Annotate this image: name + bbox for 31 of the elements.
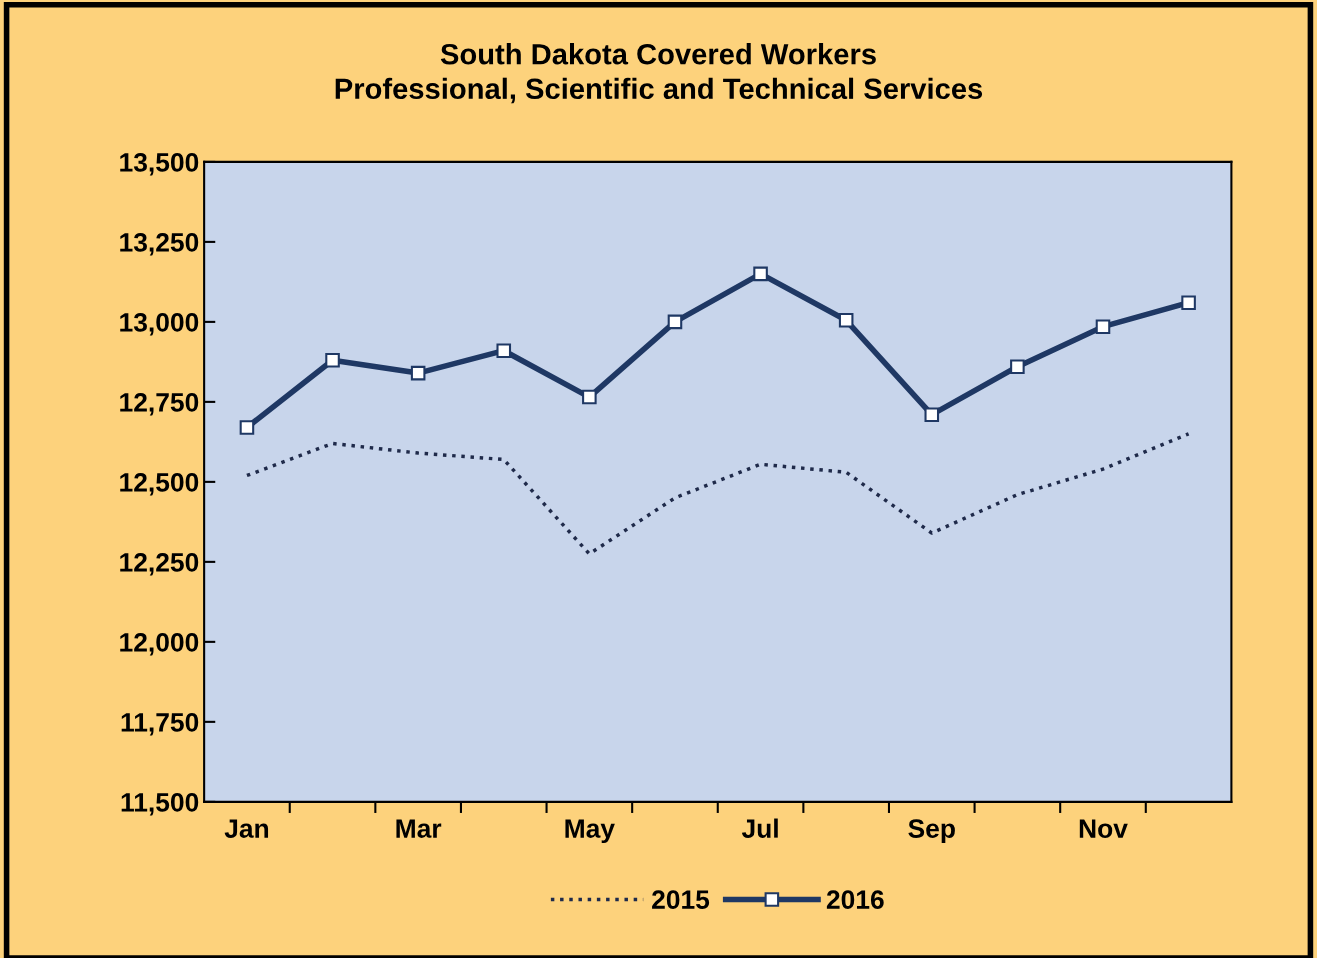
point xyxy=(582,389,597,405)
point xyxy=(325,352,340,368)
x-tick-label: May xyxy=(565,819,615,844)
y-tick-label: 11,750 xyxy=(121,712,199,736)
x-tick-label: Mar xyxy=(396,819,442,838)
point xyxy=(239,420,255,435)
line-series xyxy=(245,432,1191,556)
y-tick-label: 13,500 xyxy=(120,153,199,176)
y-tick-label: 11,500 xyxy=(121,792,199,816)
point xyxy=(496,343,512,358)
y-tick-label: 12,000 xyxy=(120,632,199,656)
x-tick-label: Jul xyxy=(741,818,778,838)
point xyxy=(1010,359,1025,374)
legend-label: 2015 xyxy=(652,890,710,909)
x-tick-label: Jan xyxy=(224,819,269,838)
point xyxy=(667,314,683,330)
point xyxy=(838,313,854,328)
point xyxy=(753,266,768,282)
x-tick-label: Nov xyxy=(1079,819,1128,838)
y-tick-label: 13,250 xyxy=(120,233,199,256)
point xyxy=(410,365,426,381)
x-tick-label: Sep xyxy=(908,819,955,844)
y-tick-label: 12,500 xyxy=(120,473,199,496)
point xyxy=(924,407,940,422)
legend-label: 2016 xyxy=(826,890,884,909)
point xyxy=(1181,295,1196,310)
y-tick-label: 13,000 xyxy=(120,313,199,336)
y-tick-label: 12,250 xyxy=(120,553,199,576)
chart-title: South Dakota Covered Workers Professional, Scientific and Technical Services xyxy=(335,43,983,104)
y-tick-label: 12,750 xyxy=(120,393,199,416)
point xyxy=(1095,319,1111,334)
